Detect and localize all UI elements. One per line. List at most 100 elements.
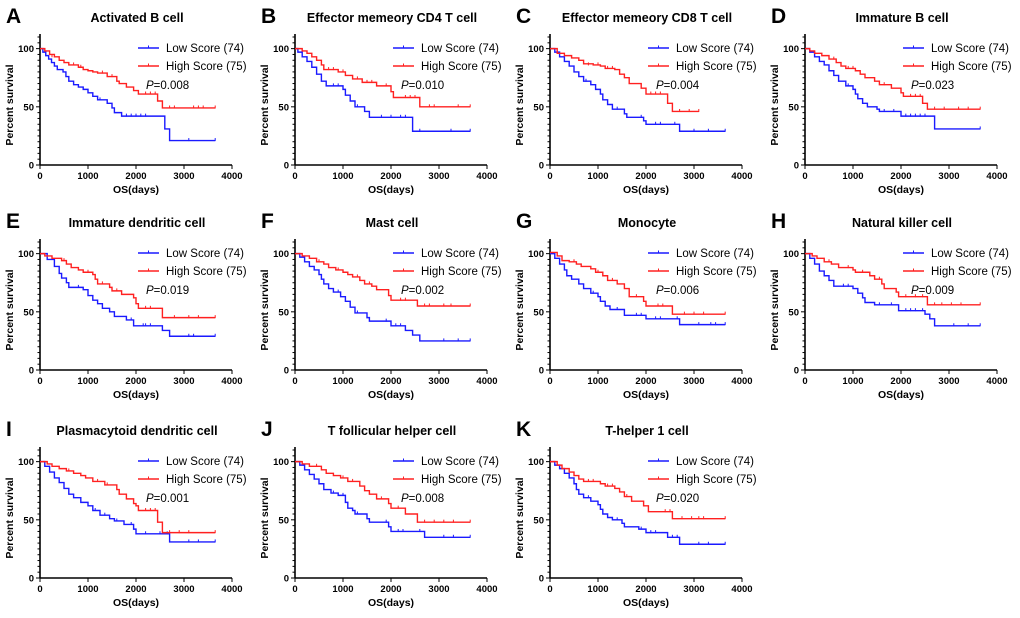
panel-title: Natural killer cell [852, 216, 952, 230]
x-axis-label: OS(days) [623, 597, 669, 609]
low-score-curve [295, 460, 471, 538]
p-value: P=0.023 [911, 80, 954, 92]
x-tick-label: 4000 [476, 171, 497, 182]
panel-title: Effector memeory CD8 T cell [562, 11, 732, 25]
high-score-curve [40, 460, 216, 534]
y-axis-label: Percent survival [4, 477, 16, 558]
legend-low-label: Low Score (74) [676, 43, 754, 55]
panel-letter: J [261, 418, 273, 441]
y-tick-label: 100 [528, 249, 544, 260]
x-tick-label: 3000 [683, 584, 704, 595]
x-axis-label: OS(days) [623, 389, 669, 401]
low-score-curve [295, 252, 471, 342]
legend-high-label: High Score (75) [166, 474, 247, 486]
x-tick-label: 3000 [173, 376, 194, 387]
p-value: P=0.006 [656, 285, 699, 297]
legend-low-label: Low Score (74) [166, 248, 244, 260]
low-score-curve [295, 47, 471, 132]
y-tick-label: 0 [794, 366, 799, 377]
p-value: P=0.008 [146, 80, 189, 92]
legend-high-label: High Score (75) [931, 266, 1012, 278]
p-value: P=0.010 [401, 80, 444, 92]
low-score-curve [805, 47, 981, 130]
p-value: P=0.009 [911, 285, 954, 297]
x-axis-label: OS(days) [368, 597, 414, 609]
y-tick-label: 50 [533, 515, 544, 526]
panel-letter: F [261, 210, 274, 233]
x-tick-label: 4000 [986, 376, 1007, 387]
x-tick-label: 1000 [77, 376, 98, 387]
low-score-curve [805, 252, 981, 327]
x-tick-label: 1000 [842, 376, 863, 387]
x-tick-label: 1000 [77, 584, 98, 595]
x-tick-label: 0 [37, 584, 42, 595]
low-score-curve [40, 47, 216, 142]
p-value: P=0.002 [401, 285, 444, 297]
panel-letter: I [6, 418, 12, 441]
x-axis-label: OS(days) [113, 389, 159, 401]
x-tick-label: 3000 [683, 376, 704, 387]
x-tick-label: 4000 [731, 584, 752, 595]
y-axis-label: Percent survival [259, 477, 271, 558]
x-tick-label: 0 [37, 376, 42, 387]
p-value: P=0.008 [401, 493, 444, 505]
y-tick-label: 100 [783, 44, 799, 55]
low-score-curve [40, 460, 216, 543]
legend-high-label: High Score (75) [166, 61, 247, 73]
y-tick-label: 100 [273, 457, 289, 468]
y-axis-label: Percent survival [514, 269, 526, 350]
y-tick-label: 100 [18, 249, 34, 260]
high-score-curve [550, 47, 699, 113]
p-value-symbol: P [656, 493, 664, 505]
x-tick-label: 4000 [221, 584, 242, 595]
p-value-number: =0.004 [664, 80, 700, 92]
p-value-symbol: P [401, 493, 409, 505]
y-tick-label: 50 [23, 102, 34, 113]
x-tick-label: 0 [292, 171, 297, 182]
x-axis-label: OS(days) [878, 184, 924, 196]
x-tick-label: 0 [37, 171, 42, 182]
x-tick-label: 3000 [173, 171, 194, 182]
p-value-number: =0.010 [409, 80, 445, 92]
x-tick-label: 2000 [635, 171, 656, 182]
x-tick-label: 3000 [938, 171, 959, 182]
y-tick-label: 100 [783, 249, 799, 260]
legend-high-label: High Score (75) [676, 266, 757, 278]
high-score-curve [295, 252, 471, 307]
p-value-symbol: P [146, 80, 154, 92]
legend-high-label: High Score (75) [421, 266, 502, 278]
x-tick-label: 4000 [986, 171, 1007, 182]
y-tick-label: 0 [29, 366, 34, 377]
x-tick-label: 4000 [731, 171, 752, 182]
y-axis-label: Percent survival [259, 64, 271, 145]
high-score-curve [40, 47, 216, 109]
legend-low-label: Low Score (74) [421, 43, 499, 55]
panel-title: Effector memeory CD4 T cell [307, 11, 477, 25]
y-tick-label: 50 [23, 307, 34, 318]
x-tick-label: 4000 [221, 376, 242, 387]
x-tick-label: 2000 [380, 376, 401, 387]
y-tick-label: 50 [788, 307, 799, 318]
p-value-symbol: P [656, 285, 664, 297]
panel-title: T-helper 1 cell [605, 424, 688, 438]
panel-letter: C [516, 5, 531, 28]
y-tick-label: 100 [273, 44, 289, 55]
x-tick-label: 2000 [635, 376, 656, 387]
p-value: P=0.020 [656, 493, 699, 505]
legend-high-label: High Score (75) [421, 474, 502, 486]
y-tick-label: 0 [284, 574, 289, 585]
y-tick-label: 50 [278, 307, 289, 318]
x-tick-label: 0 [292, 584, 297, 595]
p-value-symbol: P [146, 493, 154, 505]
x-axis-label: OS(days) [623, 184, 669, 196]
legend-low-label: Low Score (74) [421, 456, 499, 468]
p-value: P=0.001 [146, 493, 189, 505]
x-tick-label: 4000 [476, 584, 497, 595]
panel-letter: D [771, 5, 786, 28]
